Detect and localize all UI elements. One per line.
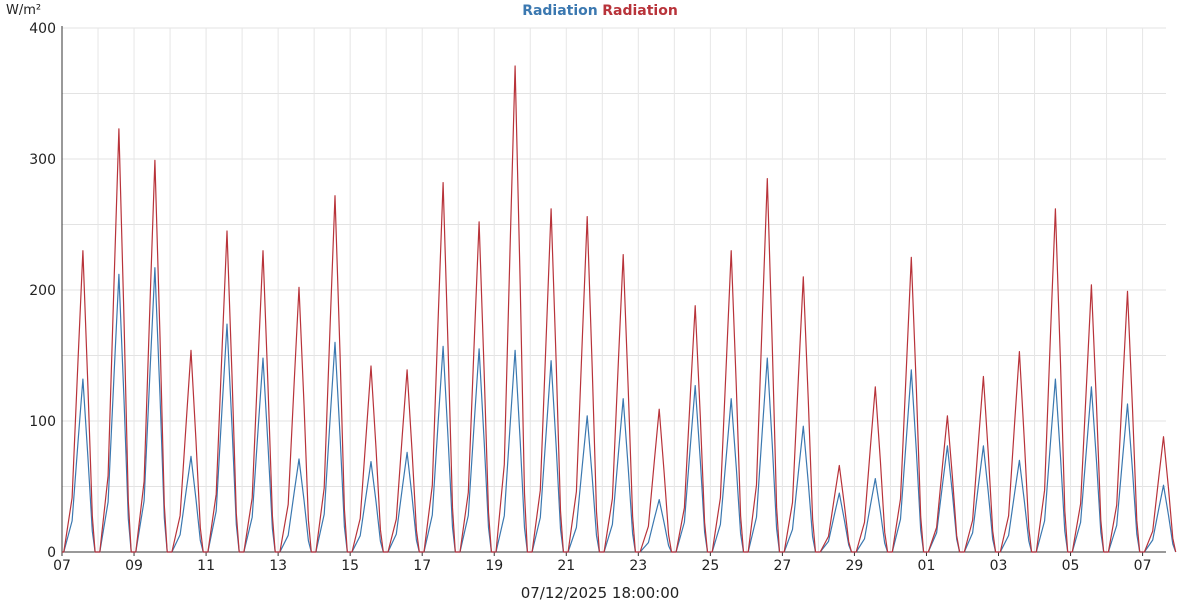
legend-entry-series-2: Radiation xyxy=(602,3,678,19)
grid-lines xyxy=(61,27,1166,553)
y-tick-label: 300 xyxy=(29,152,56,168)
x-tick-label: 27 xyxy=(773,558,791,574)
series-line-2 xyxy=(62,65,1177,553)
legend: Radiation Radiation xyxy=(522,2,678,19)
axes xyxy=(61,26,1166,553)
footer-timestamp: 07/12/2025 18:00:00 xyxy=(521,584,680,600)
x-tick-label: 05 xyxy=(1062,558,1080,574)
x-tick-label: 25 xyxy=(701,558,719,574)
x-tick-label: 03 xyxy=(990,558,1008,574)
x-tick-label: 29 xyxy=(846,558,864,574)
y-tick-label: 400 xyxy=(29,21,56,37)
legend-entry-series-1: Radiation xyxy=(522,3,598,19)
series-lines xyxy=(62,65,1177,553)
y-tick-label: 200 xyxy=(29,283,56,299)
x-tick-label: 07 xyxy=(1134,558,1152,574)
y-unit-label: W/m² xyxy=(6,3,41,18)
x-tick-label: 23 xyxy=(629,558,647,574)
x-tick-labels: 07 09 11 13 15 17 19 21 23 25 27 29 01 03 05 07 xyxy=(53,552,1152,574)
y-tick-label: 0 xyxy=(47,545,56,561)
x-tick-label: 11 xyxy=(197,558,215,574)
x-tick-label: 13 xyxy=(269,558,287,574)
x-tick-label: 09 xyxy=(125,558,143,574)
x-tick-label: 21 xyxy=(557,558,575,574)
y-tick-labels: 0 100 200 300 400 xyxy=(29,21,56,561)
x-tick-label: 19 xyxy=(485,558,503,574)
x-tick-label: 17 xyxy=(413,558,431,574)
x-tick-label: 01 xyxy=(918,558,936,574)
x-tick-label: 15 xyxy=(341,558,359,574)
x-tick-label: 07 xyxy=(53,558,71,574)
y-tick-label: 100 xyxy=(29,414,56,430)
